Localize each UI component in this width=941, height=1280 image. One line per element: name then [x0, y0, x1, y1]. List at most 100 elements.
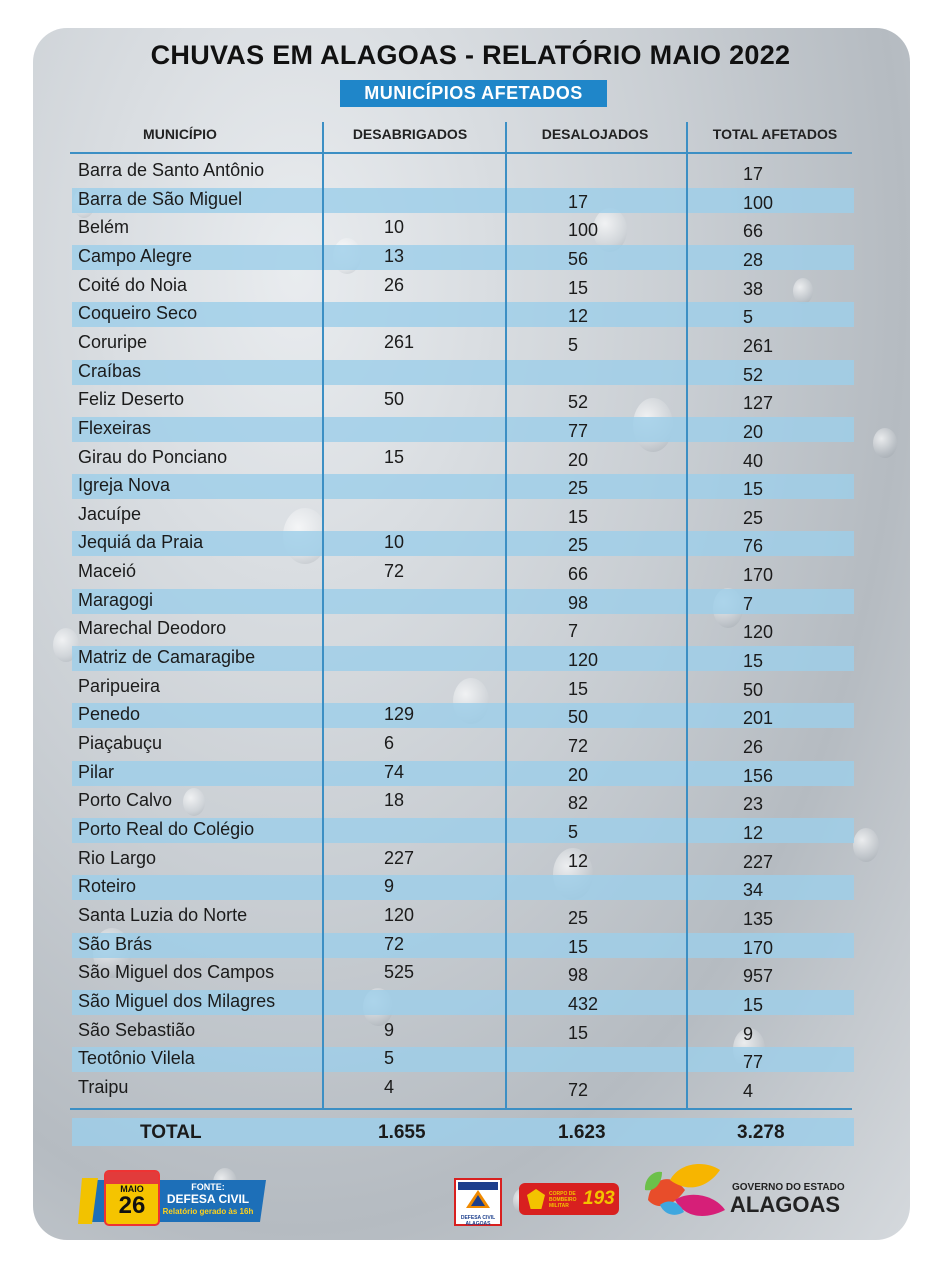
- table-row: Traipu 4 72 4: [72, 1076, 854, 1101]
- total-cell: 201: [743, 708, 774, 729]
- total-cell: 227: [743, 851, 774, 872]
- table-row: São Brás 72 15 170: [72, 932, 854, 958]
- municipio-cell: Marechal Deodoro: [78, 618, 227, 639]
- municipio-cell: Santa Luzia do Norte: [78, 904, 248, 925]
- table-row: Piaçabuçu 6 72 26: [72, 732, 854, 757]
- col-header-desabrigados: DESABRIGADOS: [352, 126, 468, 142]
- page-title: CHUVAS EM ALAGOAS - RELATÓRIO MAIO 2022: [150, 40, 791, 70]
- table-row: Belém 10 100 66: [72, 216, 854, 241]
- desalojados-cell: 72: [568, 736, 589, 756]
- desalojados-cell: 77: [568, 420, 589, 441]
- desalojados-cell: 15: [568, 678, 589, 699]
- report-card: [33, 28, 910, 1240]
- municipio-cell: Coité do Noia: [78, 274, 188, 295]
- desabrigados-cell: 9: [384, 876, 395, 897]
- desalojados-cell: 15: [568, 936, 589, 957]
- municipio-cell: Coruripe: [78, 331, 148, 352]
- municipio-cell: Igreja Nova: [78, 475, 171, 496]
- table-row: Teotônio Vilela 5 77: [72, 1047, 854, 1073]
- governo-line1: GOVERNO DO ESTADO: [732, 1182, 845, 1193]
- col-header-municipio: MUNICÍPIO: [143, 126, 217, 142]
- table-row: Porto Real do Colégio 5 12: [72, 817, 854, 843]
- desabrigados-cell: 129: [384, 704, 415, 725]
- total-cell: 77: [743, 1052, 764, 1073]
- total-cell: 156: [743, 765, 774, 786]
- desabrigados-cell: 5: [384, 1048, 395, 1069]
- desalojados-cell: 25: [568, 907, 589, 928]
- table-row: Rio Largo 227 12 227: [72, 847, 854, 872]
- table-row: Girau do Ponciano 15 20 40: [72, 446, 854, 471]
- total-cell: 100: [743, 192, 774, 213]
- desalojados-cell: 66: [568, 564, 589, 585]
- municipio-cell: Paripueira: [78, 675, 161, 696]
- desalojados-cell: 15: [568, 1022, 589, 1043]
- municipio-cell: Piaçabuçu: [78, 733, 163, 753]
- desabrigados-cell: 74: [384, 761, 405, 782]
- bombeiro-number: 193: [583, 1188, 615, 1209]
- desabrigados-cell: 9: [384, 1019, 395, 1040]
- total-desabrigados: 1.655: [378, 1122, 426, 1143]
- municipio-cell: São Brás: [78, 933, 153, 954]
- table-row: Coruripe 261 5 261: [72, 331, 854, 356]
- total-desalojados: 1.623: [558, 1122, 606, 1143]
- desabrigados-cell: 4: [384, 1076, 395, 1097]
- municipio-cell: Maragogi: [78, 589, 154, 610]
- col-header-desalojados: DESALOJADOS: [541, 126, 649, 142]
- municipio-cell: Pilar: [78, 761, 115, 782]
- desalojados-cell: 25: [568, 478, 589, 499]
- table-row: São Miguel dos Milagres 432 15: [72, 989, 854, 1015]
- total-cell: 170: [743, 565, 774, 586]
- desalojados-cell: 120: [568, 650, 599, 671]
- total-cell: 4: [743, 1080, 754, 1101]
- desabrigados-cell: 26: [384, 274, 405, 295]
- column-divider: [686, 122, 688, 1109]
- date-badge: MAIO 26 FONTE: DEFESA CIVIL Relatório ge…: [78, 1170, 268, 1226]
- total-cell: 15: [743, 651, 764, 672]
- desalojados-cell: 82: [568, 793, 589, 814]
- desabrigados-cell: 18: [384, 790, 405, 811]
- calendar-month: MAIO: [120, 1184, 144, 1194]
- desalojados-cell: 17: [568, 191, 589, 212]
- desalojados-cell: 20: [568, 764, 589, 785]
- table-row: Paripueira 15 50: [72, 675, 854, 700]
- total-cell: 5: [743, 307, 754, 328]
- total-cell: 50: [743, 679, 764, 700]
- defesa-civil-logo-text: DEFESA CIVIL ALAGOAS: [460, 1215, 496, 1227]
- table-row: Barra de São Miguel 17 100: [72, 187, 854, 213]
- table-row: Barra de Santo Antônio 17: [72, 159, 854, 184]
- column-divider: [322, 122, 324, 1109]
- municipio-cell: Teotônio Vilela: [78, 1048, 195, 1069]
- table-row: Coqueiro Seco 12 5: [72, 302, 854, 328]
- municipio-cell: Rio Largo: [78, 847, 157, 868]
- table-row: Maragogi 98 7: [72, 588, 854, 614]
- header-divider: [70, 152, 852, 154]
- total-cell: 12: [743, 822, 764, 843]
- municipio-cell: Porto Real do Colégio: [78, 818, 255, 839]
- desabrigados-cell: 50: [384, 389, 405, 410]
- desabrigados-cell: 6: [384, 733, 395, 753]
- total-cell: 261: [743, 335, 774, 356]
- total-cell: 17: [743, 164, 764, 184]
- desabrigados-cell: 72: [384, 933, 405, 954]
- table-row: Maceió 72 66 170: [72, 560, 854, 585]
- calendar-day: 26: [118, 1192, 146, 1219]
- total-cell: 15: [743, 479, 764, 500]
- desabrigados-cell: 261: [384, 331, 415, 352]
- municipio-cell: Coqueiro Seco: [78, 303, 198, 324]
- total-cell: 7: [743, 593, 754, 614]
- table-row: Porto Calvo 18 82 23: [72, 789, 854, 814]
- bombeiro-logo: CORPO DE BOMBEIRO MILITAR 193: [519, 1183, 619, 1215]
- col-header-total: TOTAL AFETADOS: [712, 126, 838, 142]
- desalojados-cell: 56: [568, 248, 589, 269]
- municipio-cell: Matriz de Camaragibe: [78, 647, 256, 668]
- total-divider: [70, 1108, 852, 1110]
- municipio-cell: Jacuípe: [78, 503, 142, 524]
- table-row: Penedo 129 50 201: [72, 703, 854, 729]
- municipio-cell: Roteiro: [78, 876, 137, 897]
- desalojados-cell: 7: [568, 621, 579, 642]
- table-row: Campo Alegre 13 56 28: [72, 244, 854, 270]
- municipio-cell: Feliz Deserto: [78, 389, 185, 410]
- desalojados-cell: 5: [568, 334, 579, 355]
- column-divider: [505, 122, 507, 1109]
- total-cell: 25: [743, 507, 764, 528]
